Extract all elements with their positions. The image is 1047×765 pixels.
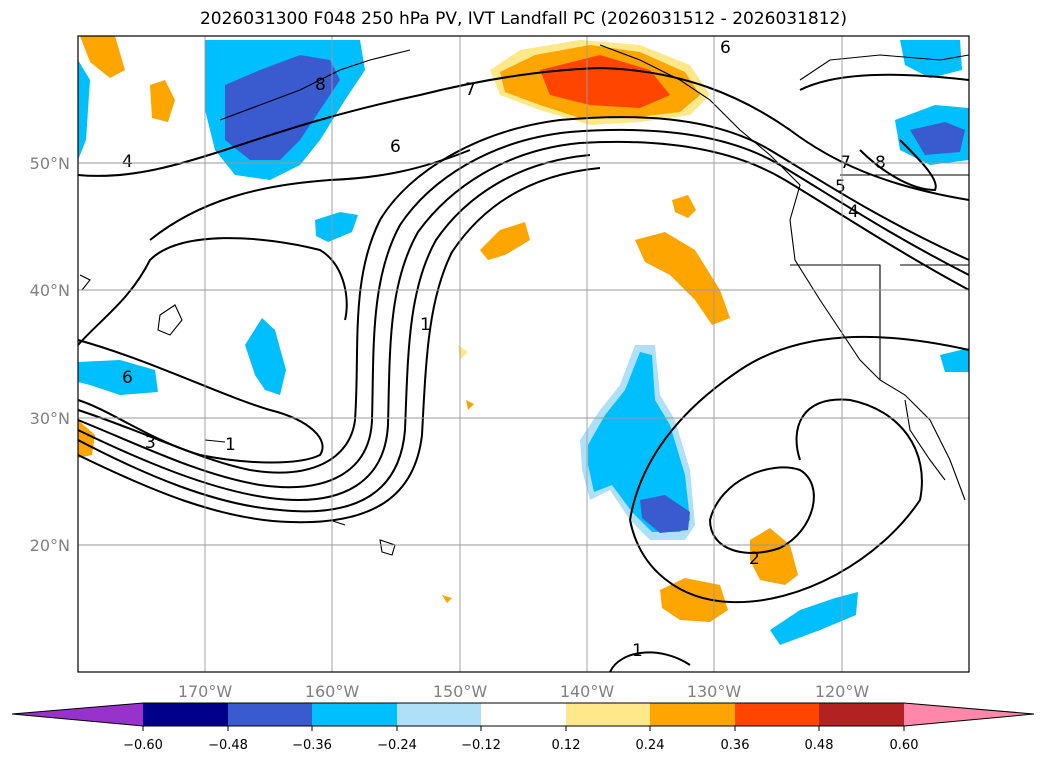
colorbar-segment bbox=[312, 703, 397, 726]
lon-label: 120°W bbox=[815, 682, 870, 701]
colorbar-tick-label: 0.24 bbox=[636, 738, 665, 753]
contour-label: 6 bbox=[122, 368, 133, 388]
contour-label: 8 bbox=[315, 75, 326, 95]
colorbar-segment bbox=[566, 703, 650, 726]
lat-label: 30°N bbox=[30, 409, 70, 428]
lon-labels: 170°W 160°W 150°W 140°W 130°W 120°W bbox=[178, 682, 870, 701]
colorbar-segment bbox=[819, 703, 904, 726]
colorbar-tick-label: −0.60 bbox=[123, 738, 163, 753]
colorbar-tick-label: 0.36 bbox=[721, 738, 750, 753]
colorbar-tick-label: 0.12 bbox=[552, 738, 581, 753]
coastlines bbox=[79, 44, 970, 556]
map-frame bbox=[77, 35, 970, 673]
lon-label: 140°W bbox=[560, 682, 615, 701]
colorbar-segment bbox=[735, 703, 819, 726]
contour-label: 3 bbox=[145, 433, 156, 453]
contour-label: 4 bbox=[848, 202, 859, 222]
contour-label: 7 bbox=[465, 80, 476, 100]
lat-labels: 50°N 40°N 30°N 20°N bbox=[30, 154, 70, 555]
lat-label: 20°N bbox=[30, 536, 70, 555]
colorbar-segment bbox=[143, 703, 228, 726]
gridlines bbox=[78, 36, 969, 672]
lon-label: 170°W bbox=[178, 682, 233, 701]
colorbar-tick-label: −0.48 bbox=[208, 738, 248, 753]
lon-label: 150°W bbox=[433, 682, 488, 701]
lat-label: 50°N bbox=[30, 154, 70, 173]
lat-label: 40°N bbox=[30, 281, 70, 300]
colorbar-segment bbox=[481, 703, 566, 726]
colorbar-segment bbox=[228, 703, 312, 726]
contour-label: 5 bbox=[835, 177, 846, 197]
colorbar-tick-label: −0.24 bbox=[377, 738, 417, 753]
contour-label: 4 bbox=[122, 152, 133, 172]
contour-label: 1 bbox=[225, 435, 236, 455]
pv-anomaly-fill bbox=[78, 36, 969, 645]
map-panel: 7 6 8 4 6 1 6 3 1 2 1 8 7 5 4 bbox=[77, 35, 970, 673]
pv-contours bbox=[77, 66, 970, 673]
contour-label: 6 bbox=[720, 38, 731, 58]
colorbar-segment bbox=[650, 703, 735, 726]
colorbar: −0.60 −0.48 −0.36 −0.24 −0.12 0.12 0.24 … bbox=[11, 702, 1035, 753]
lon-label: 130°W bbox=[687, 682, 742, 701]
colorbar-extend-low bbox=[12, 703, 143, 726]
contour-label: 1 bbox=[632, 641, 643, 661]
colorbar-tick-label: 0.60 bbox=[890, 738, 919, 753]
colorbar-segment bbox=[397, 703, 481, 726]
colorbar-extend-high bbox=[904, 703, 1034, 726]
contour-label: 1 bbox=[420, 315, 431, 335]
colorbar-tick-label: −0.36 bbox=[292, 738, 332, 753]
colorbar-tick-label: −0.12 bbox=[461, 738, 501, 753]
lon-label: 160°W bbox=[305, 682, 360, 701]
contour-label: 6 bbox=[390, 137, 401, 157]
contour-label: 2 bbox=[749, 549, 760, 569]
colorbar-tick-label: 0.48 bbox=[805, 738, 834, 753]
map-title: 2026031300 F048 250 hPa PV, IVT Landfall… bbox=[199, 9, 847, 29]
